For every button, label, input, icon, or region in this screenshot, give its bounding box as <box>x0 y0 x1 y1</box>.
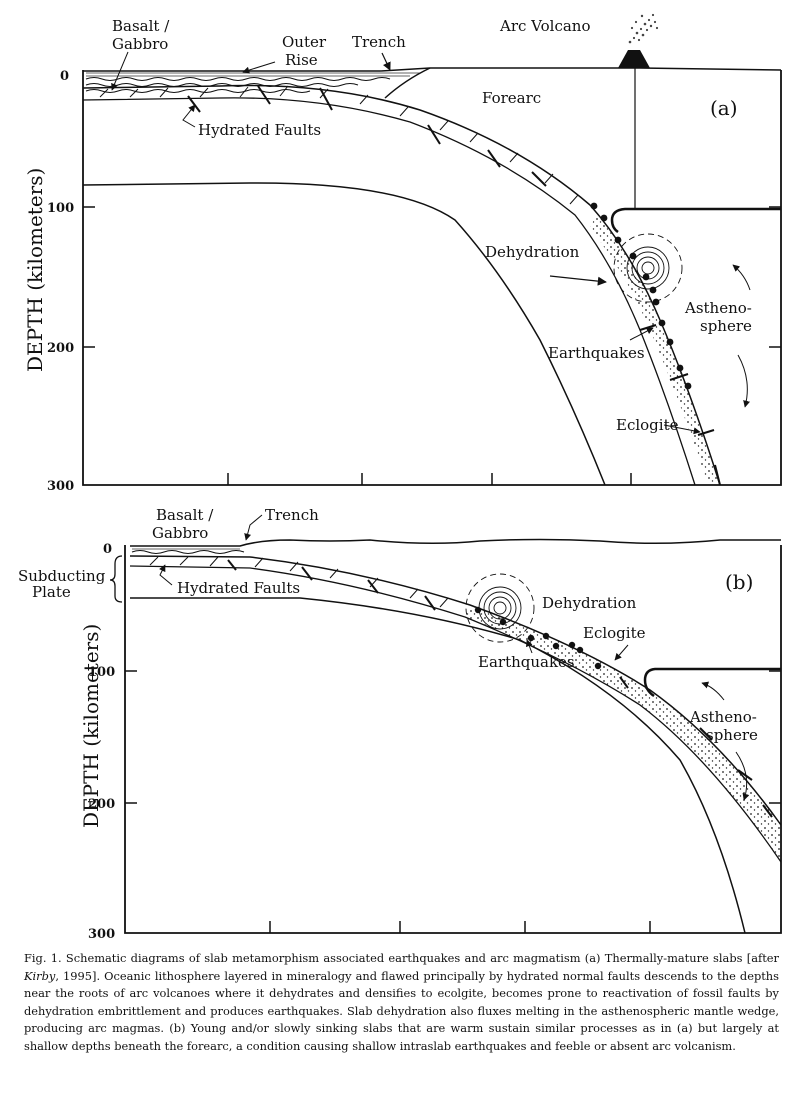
arrow-mantle-flow-up-b <box>701 681 725 701</box>
ocean-lines-a <box>86 72 420 77</box>
slab-crust-base-a <box>82 97 696 486</box>
panel-b-axis-ticks <box>125 670 781 933</box>
caption-citation: Kirby <box>24 968 56 983</box>
label-eclogite-b: Eclogite <box>583 624 646 642</box>
panel-a: 0 100 200 300 DEPTH (kilometers) <box>23 13 782 494</box>
slab-base-a <box>82 182 606 486</box>
arrow-mantle-flow-up-a <box>732 264 751 291</box>
panel-b: 0 100 200 300 DEPTH (kilometers) <box>18 506 782 940</box>
label-gabbro-a: Gabbro <box>112 35 168 53</box>
panel-label-b: (b) <box>725 570 753 594</box>
caption-part-1: Fig. 1. Schematic diagrams of slab metam… <box>24 951 779 965</box>
slab-base-b <box>130 597 746 934</box>
leader-trench-a <box>381 52 391 71</box>
hydrated-faults-a <box>187 85 721 486</box>
label-arc-volcano: Arc Volcano <box>499 17 591 35</box>
arrow-mantle-flow-down-b <box>735 751 750 801</box>
label-forearc: Forearc <box>482 89 541 107</box>
depth-axis-label-b: DEPTH (kilometers) <box>79 624 103 828</box>
eclogite-zone-a <box>590 215 720 485</box>
leader-eclogite-b <box>614 644 629 661</box>
tick-b-200: 200 <box>88 797 115 812</box>
tick-a-100: 100 <box>47 201 74 216</box>
mantle-wedge-b <box>643 667 781 698</box>
label-gabbro-b: Gabbro <box>152 524 208 542</box>
tick-b-100: 100 <box>88 665 115 680</box>
leader-hydrated-b <box>159 564 173 586</box>
brace-subducting-b <box>109 555 123 603</box>
leader-eclogite-a <box>663 424 701 435</box>
label-trench-a: Trench <box>352 33 406 51</box>
leader-earthquakes-b <box>525 639 533 654</box>
label-hydrated-faults-b: Hydrated Faults <box>177 579 300 597</box>
label-asthenosphere-1-b: Astheno- <box>689 708 757 726</box>
dehydration-rings-a <box>613 233 683 303</box>
slab-diagram-figure: 0 100 200 300 DEPTH (kilometers) <box>18 13 782 940</box>
tick-b-300: 300 <box>88 927 115 940</box>
panel-a-frame <box>82 70 782 486</box>
dehydration-rings-b <box>465 573 535 643</box>
label-plate-b: Plate <box>32 583 71 601</box>
slab-hatch-b <box>149 556 449 608</box>
label-earthquakes-b: Earthquakes <box>478 653 575 671</box>
tick-a-300: 300 <box>47 479 74 494</box>
panel-b-frame <box>124 545 782 934</box>
arc-volcano-icon <box>618 13 659 68</box>
label-asthenosphere-2-b: sphere <box>706 726 758 744</box>
depth-axis-label-a: DEPTH (kilometers) <box>23 168 47 372</box>
label-dehydration-b: Dehydration <box>542 594 637 612</box>
caption-part-2: , 1995]. Oceanic lithosphere layered in … <box>24 968 779 1053</box>
label-rise-a: Rise <box>285 51 318 69</box>
arrow-dehydration-a <box>549 275 607 286</box>
leader-outer-rise-a <box>242 61 276 74</box>
label-hydrated-faults-a: Hydrated Faults <box>198 121 321 139</box>
label-eclogite-a: Eclogite <box>616 416 679 434</box>
tick-a-0: 0 <box>60 69 69 84</box>
arrow-mantle-flow-down-a <box>737 354 750 408</box>
mantle-wedge-a <box>610 207 781 234</box>
basalt-gabbro-layers-a <box>85 77 391 93</box>
label-dehydration-a: Dehydration <box>485 243 580 261</box>
label-trench-b: Trench <box>265 506 319 524</box>
surface-line-b <box>130 538 781 547</box>
label-basalt-a: Basalt / <box>112 17 170 35</box>
forearc-wedge-a <box>384 67 431 99</box>
hydrated-faults-b <box>227 559 773 818</box>
tick-b-0: 0 <box>103 542 112 557</box>
label-outer-a: Outer <box>282 33 327 51</box>
leader-earthquakes-a <box>629 327 654 341</box>
label-subducting-b: Subducting <box>18 567 106 585</box>
tick-a-200: 200 <box>47 341 74 356</box>
basalt-layer-b <box>131 550 245 554</box>
figure-caption: Fig. 1. Schematic diagrams of slab metam… <box>24 950 779 1055</box>
leader-basalt-a <box>111 51 129 91</box>
slab-crust-base-b <box>129 565 782 863</box>
label-asthenosphere-2-a: sphere <box>700 317 752 335</box>
label-basalt-b: Basalt / <box>156 506 214 524</box>
panel-a-axis-ticks <box>83 206 781 485</box>
leader-hydrated-a <box>182 104 196 128</box>
label-asthenosphere-1-a: Astheno- <box>684 299 752 317</box>
label-earthquakes-a: Earthquakes <box>548 344 645 362</box>
panel-label-a: (a) <box>710 96 738 120</box>
leader-trench-b <box>244 514 263 541</box>
surface-line-a <box>83 67 782 72</box>
